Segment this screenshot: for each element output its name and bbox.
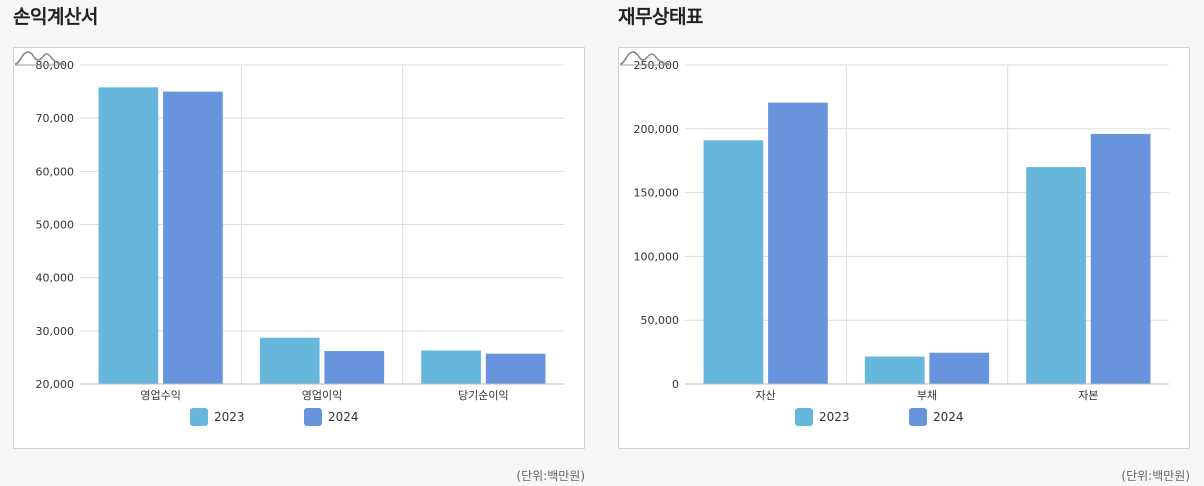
x-category-label: 영업이익	[302, 389, 342, 402]
bar-2023-당기순이익[interactable]	[421, 350, 481, 384]
y-tick-label: 100,000	[634, 250, 680, 263]
y-tick-label: 150,000	[634, 187, 680, 200]
legend-label-2024: 2024	[933, 410, 964, 424]
y-tick-label: 20,000	[36, 378, 75, 391]
balance-sheet-title: 재무상태표	[618, 6, 703, 28]
y-tick-label: 40,000	[36, 272, 75, 285]
x-category-label: 영업수익	[140, 389, 180, 402]
y-tick-label: 60,000	[36, 165, 75, 178]
bar-2023-영업수익[interactable]	[98, 87, 159, 384]
income-statement-chart: 20,000 30,000 40,000 50,000 60,000 70,000 80,0…	[13, 47, 585, 449]
legend-swatch-2023	[190, 408, 208, 426]
income-statement-title: 손익계산서	[13, 6, 98, 28]
bar-2024-영업수익[interactable]	[163, 91, 223, 385]
bar-2024-자본[interactable]	[1090, 133, 1151, 384]
income-chart-svg: 20,00030,00040,00050,00060,00070,00080,0…	[36, 59, 564, 402]
bar-2023-자본[interactable]	[1026, 167, 1086, 384]
balance-legend: 2023 2024	[619, 408, 1189, 428]
bar-2024-자산[interactable]	[768, 102, 828, 384]
bar-2023-부채[interactable]	[864, 356, 925, 384]
income-unit-label: (단위:백만원)	[516, 469, 585, 483]
bar-2023-영업이익[interactable]	[259, 337, 320, 384]
x-category-label: 당기순이익	[458, 389, 509, 402]
legend-label-2024: 2024	[328, 410, 359, 424]
income-statement-section: 손익계산서 20,000 30,000 40,000 50,000 60,000 70,0…	[13, 0, 585, 486]
chart-brand-logo-icon	[14, 51, 65, 66]
legend-label-2023: 2023	[214, 410, 245, 424]
legend-swatch-2024	[909, 408, 927, 426]
y-tick-label: 30,000	[36, 325, 75, 338]
legend-label-2023: 2023	[819, 410, 850, 424]
legend-swatch-2024	[304, 408, 322, 426]
chart-brand-logo-icon	[619, 51, 670, 66]
bar-2024-당기순이익[interactable]	[485, 353, 546, 384]
legend-item-2024[interactable]: 2024	[909, 408, 964, 426]
balance-sheet-section: 재무상태표 0 50,000 100,000 150,000 200,000 250,00…	[618, 0, 1190, 486]
balance-sheet-chart: 0 50,000 100,000 150,000 200,000 250,000 자산 부채 자…	[618, 47, 1190, 449]
y-tick-label: 0	[672, 378, 679, 391]
y-tick-label: 70,000	[36, 112, 75, 125]
legend-item-2023[interactable]: 2023	[190, 408, 245, 426]
y-tick-label: 50,000	[641, 314, 680, 327]
y-tick-label: 200,000	[634, 123, 680, 136]
bar-2023-자산[interactable]	[703, 140, 764, 384]
balance-unit-label: (단위:백만원)	[1121, 469, 1190, 483]
y-tick-label: 50,000	[36, 219, 75, 232]
bar-2024-영업이익[interactable]	[324, 351, 385, 384]
legend-item-2024[interactable]: 2024	[304, 408, 359, 426]
legend-item-2023[interactable]: 2023	[795, 408, 850, 426]
income-legend: 2023 2024	[14, 408, 584, 428]
legend-swatch-2023	[795, 408, 813, 426]
x-category-label: 자산	[756, 389, 776, 402]
x-category-label: 부채	[917, 389, 937, 402]
bar-2024-부채[interactable]	[929, 352, 990, 384]
x-category-label: 자본	[1078, 389, 1098, 402]
